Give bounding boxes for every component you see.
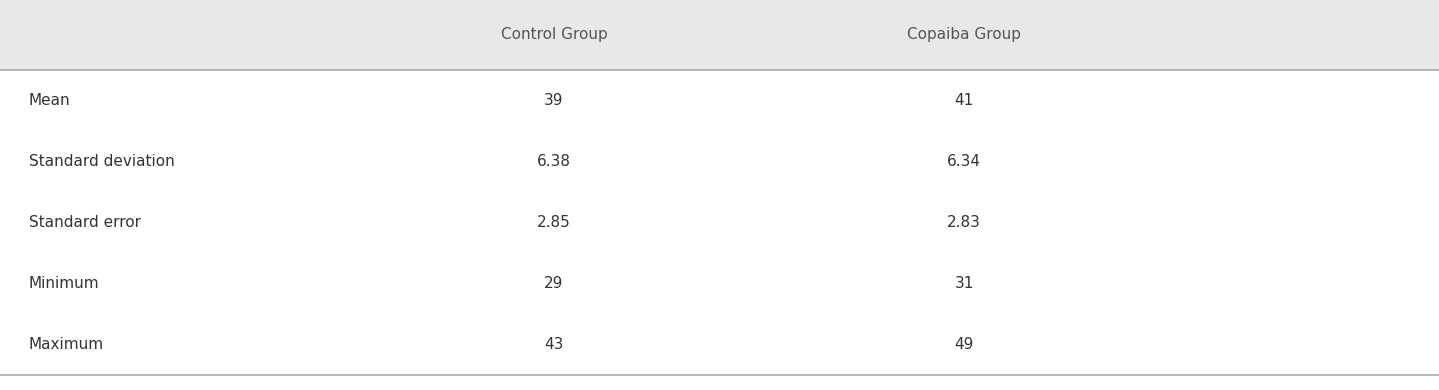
Text: Standard error: Standard error: [29, 215, 141, 230]
Text: Mean: Mean: [29, 93, 71, 108]
Text: Minimum: Minimum: [29, 276, 99, 291]
Text: 29: 29: [544, 276, 564, 291]
Text: Maximum: Maximum: [29, 337, 104, 352]
Bar: [0, 0, 1439, 70]
Text: 41: 41: [954, 93, 974, 108]
Text: 43: 43: [544, 337, 564, 352]
Text: 2.83: 2.83: [947, 215, 981, 230]
Text: 49: 49: [954, 337, 974, 352]
Text: Standard deviation: Standard deviation: [29, 154, 174, 169]
Text: 31: 31: [954, 276, 974, 291]
Text: 6.34: 6.34: [947, 154, 981, 169]
Text: Copaiba Group: Copaiba Group: [907, 28, 1022, 43]
Text: 39: 39: [544, 93, 564, 108]
Text: 6.38: 6.38: [537, 154, 571, 169]
Text: 2.85: 2.85: [537, 215, 571, 230]
Text: Control Group: Control Group: [501, 28, 607, 43]
